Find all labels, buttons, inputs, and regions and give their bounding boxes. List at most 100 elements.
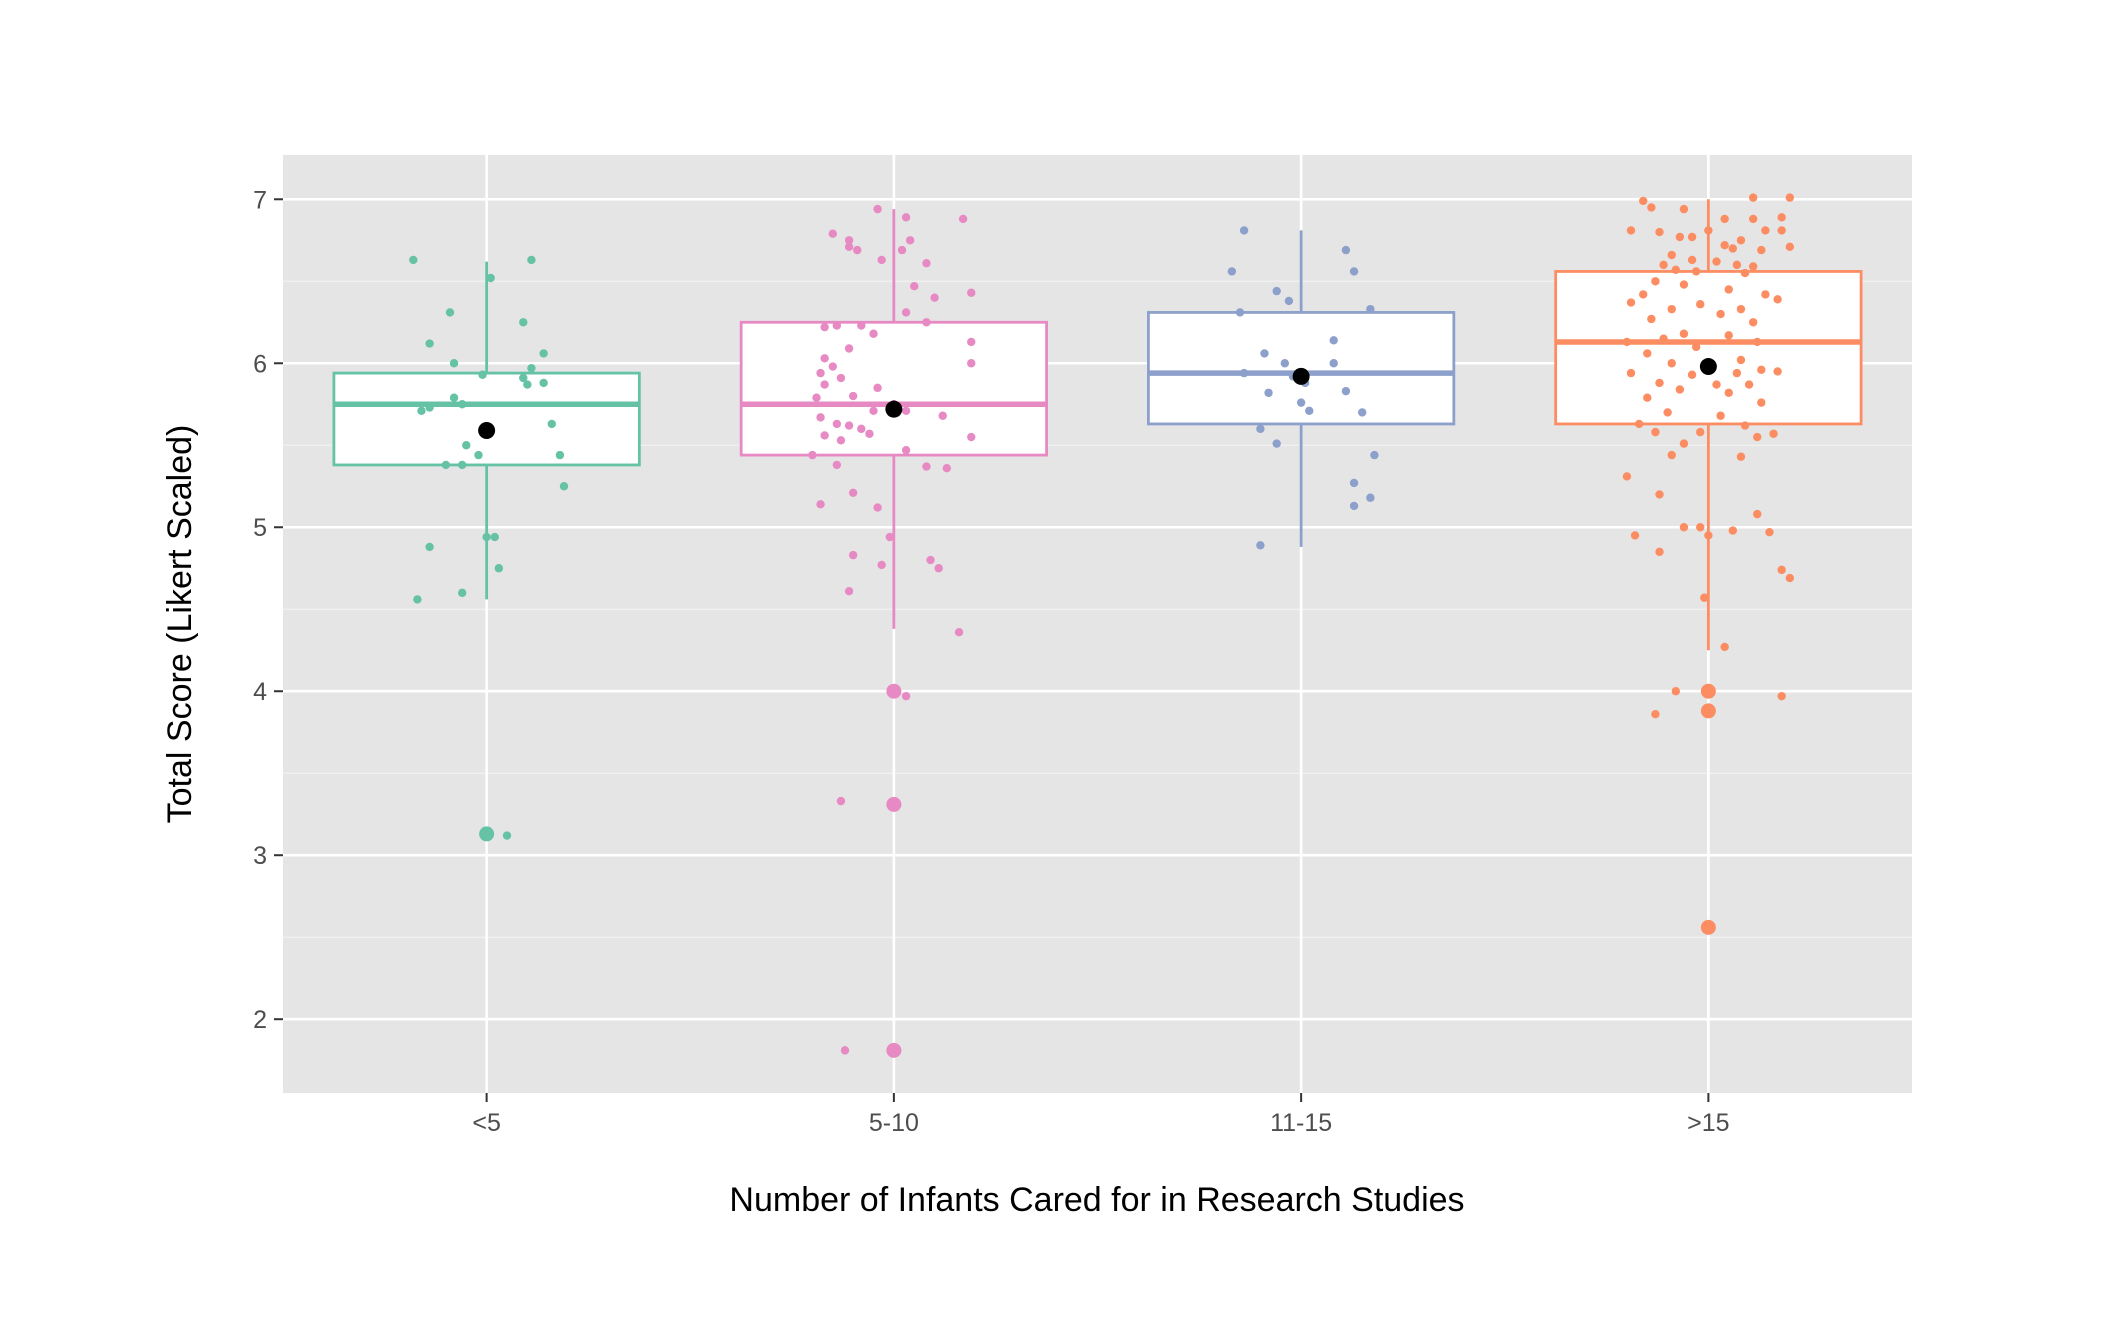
jitter-point bbox=[1753, 509, 1762, 519]
jitter-point bbox=[409, 255, 418, 265]
jitter-point bbox=[482, 532, 491, 542]
jitter-point bbox=[1239, 226, 1249, 235]
y-axis-title: Total Score (Likert Scaled) bbox=[161, 425, 199, 824]
jitter-point bbox=[832, 460, 842, 470]
jitter-point bbox=[820, 354, 829, 363]
y-tick-label: 7 bbox=[253, 186, 267, 214]
jitter-points-layer bbox=[409, 193, 1795, 1055]
box-group bbox=[1554, 199, 1863, 935]
jitter-point bbox=[905, 236, 915, 245]
jitter-point bbox=[462, 441, 471, 450]
jitter-point bbox=[1728, 526, 1738, 535]
jitter-point bbox=[808, 450, 817, 460]
jitter-point bbox=[910, 281, 919, 291]
jitter-point bbox=[1724, 285, 1733, 294]
jitter-point bbox=[1622, 472, 1632, 481]
jitter-point bbox=[1647, 203, 1656, 212]
jitter-point bbox=[1716, 411, 1725, 420]
outlier-point bbox=[479, 826, 495, 842]
mean-point bbox=[1699, 358, 1717, 376]
jitter-point bbox=[1777, 226, 1786, 235]
jitter-point bbox=[1740, 268, 1750, 278]
y-tick-label: 5 bbox=[253, 514, 267, 542]
box-group bbox=[332, 261, 641, 842]
jitter-point bbox=[1732, 368, 1742, 378]
jitter-point bbox=[869, 406, 878, 416]
jitter-point bbox=[1643, 349, 1652, 358]
jitter-point bbox=[1651, 427, 1660, 437]
jitter-point bbox=[901, 406, 911, 416]
jitter-point bbox=[441, 460, 451, 470]
jitter-point bbox=[1712, 380, 1721, 389]
jitter-point bbox=[877, 560, 886, 570]
jitter-point bbox=[922, 318, 931, 327]
jitter-point bbox=[1765, 527, 1774, 537]
jitter-point bbox=[1740, 421, 1750, 430]
jitter-point bbox=[857, 321, 866, 330]
jitter-point bbox=[1366, 304, 1375, 314]
y-tick-label: 3 bbox=[253, 842, 267, 870]
x-tick-label: >15 bbox=[1687, 1109, 1729, 1137]
jitter-point bbox=[457, 400, 467, 409]
jitter-point bbox=[967, 359, 976, 368]
jitter-point bbox=[1736, 355, 1746, 365]
x-axis-ticks: <5 5-10 11-15 >15 bbox=[472, 1093, 1730, 1137]
jitter-point bbox=[1773, 295, 1782, 304]
jitter-point bbox=[1655, 490, 1664, 499]
jitter-point bbox=[1634, 419, 1644, 429]
jitter-point bbox=[901, 308, 911, 317]
jitter-point bbox=[836, 373, 846, 383]
jitter-point bbox=[901, 213, 911, 222]
outlier-point bbox=[886, 1042, 902, 1058]
box-iqr bbox=[332, 371, 641, 467]
jitter-point bbox=[1720, 214, 1729, 224]
jitter-point bbox=[1260, 349, 1269, 358]
jitter-point bbox=[1757, 398, 1766, 407]
jitter-point bbox=[897, 245, 907, 255]
jitter-point bbox=[1691, 267, 1701, 276]
jitter-point bbox=[1785, 193, 1795, 202]
box-group bbox=[739, 209, 1048, 1058]
jitter-point bbox=[857, 424, 866, 434]
jitter-point bbox=[1272, 286, 1281, 296]
jitter-point bbox=[930, 293, 939, 302]
jitter-point bbox=[1256, 541, 1265, 550]
jitter-point bbox=[1785, 242, 1795, 252]
jitter-point bbox=[1626, 226, 1636, 235]
jitter-point bbox=[1239, 368, 1249, 378]
jitter-point bbox=[1773, 367, 1782, 376]
jitter-point bbox=[555, 450, 565, 460]
jitter-point bbox=[1667, 450, 1676, 460]
jitter-point bbox=[816, 368, 825, 378]
jitter-point bbox=[1329, 359, 1338, 368]
jitter-point bbox=[967, 432, 976, 442]
jitter-point bbox=[1761, 290, 1770, 299]
jitter-point bbox=[1280, 359, 1290, 368]
jitter-point bbox=[1655, 378, 1664, 388]
jitter-point bbox=[1341, 245, 1351, 255]
jitter-point bbox=[942, 464, 952, 473]
jitter-point bbox=[1675, 232, 1685, 242]
jitter-point bbox=[885, 532, 895, 542]
jitter-point bbox=[1744, 380, 1754, 389]
jitter-point bbox=[844, 587, 854, 596]
jitter-point bbox=[1349, 267, 1359, 276]
jitter-point bbox=[1748, 262, 1758, 271]
jitter-point bbox=[494, 564, 504, 573]
outlier-point bbox=[1700, 683, 1716, 699]
mean-markers-layer bbox=[478, 358, 1717, 439]
outlier-point bbox=[886, 796, 902, 812]
jitter-point bbox=[1761, 226, 1770, 235]
jitter-point bbox=[1630, 531, 1640, 540]
jitter-point bbox=[1671, 687, 1680, 696]
jitter-point bbox=[1329, 336, 1338, 345]
jitter-point bbox=[1777, 565, 1786, 575]
jitter-point bbox=[527, 255, 536, 265]
jitter-point bbox=[828, 229, 837, 238]
jitter-point bbox=[1696, 300, 1705, 309]
jitter-point bbox=[1349, 501, 1359, 511]
jitter-point bbox=[1349, 478, 1359, 488]
jitter-point bbox=[926, 555, 935, 565]
jitter-point bbox=[1671, 265, 1680, 274]
jitter-point bbox=[820, 380, 829, 389]
